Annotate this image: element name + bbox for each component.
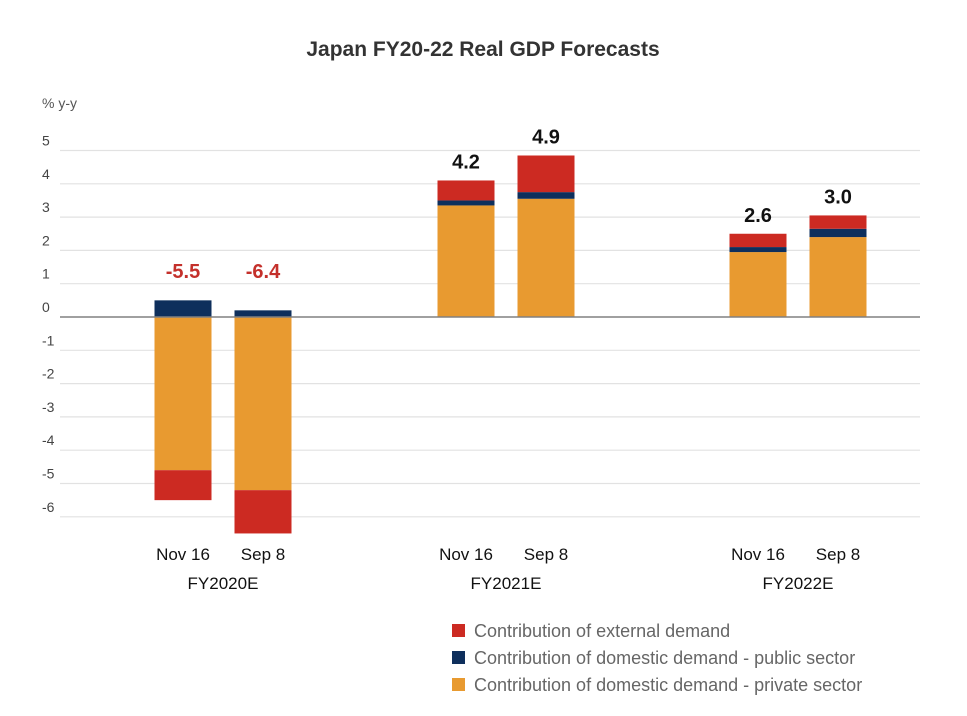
x-group-label: FY2020E bbox=[188, 574, 259, 593]
bar-segment-external bbox=[234, 490, 292, 534]
bar-total-label: -6.4 bbox=[246, 261, 281, 283]
legend-label-public: Contribution of domestic demand - public… bbox=[474, 648, 855, 668]
x-group-label: FY2021E bbox=[471, 574, 542, 593]
x-bar-label: Sep 8 bbox=[524, 545, 568, 564]
bar-segment-private bbox=[809, 237, 867, 317]
bar-segment-public bbox=[809, 228, 867, 238]
legend-label-private: Contribution of domestic demand - privat… bbox=[474, 675, 862, 695]
bar-segment-external bbox=[437, 180, 495, 201]
x-bar-label: Nov 16 bbox=[156, 545, 210, 564]
x-bar-label: Sep 8 bbox=[816, 545, 860, 564]
chart-title: Japan FY20-22 Real GDP Forecasts bbox=[306, 38, 659, 61]
x-axis-labels: Nov 16 Sep 8 FY2020E Nov 16 Sep 8 FY2021E Nov … bbox=[156, 545, 860, 593]
bar-segment-private bbox=[154, 317, 212, 471]
y-tick-label: -2 bbox=[42, 366, 55, 382]
y-tick-label: -4 bbox=[42, 432, 55, 448]
bar-segment-private bbox=[234, 317, 292, 491]
bar-total-label: 4.2 bbox=[452, 151, 480, 173]
x-bar-label: Nov 16 bbox=[439, 545, 493, 564]
bar-segment-public bbox=[437, 200, 495, 206]
bar-segment-private bbox=[729, 252, 787, 317]
y-tick-label: 0 bbox=[42, 299, 50, 315]
y-tick-label: 4 bbox=[42, 166, 50, 182]
y-tick-label: -1 bbox=[42, 332, 55, 348]
bar-segment-public bbox=[154, 300, 212, 317]
x-group-label: FY2022E bbox=[763, 574, 834, 593]
bar-segment-public bbox=[234, 310, 292, 317]
legend-label-external: Contribution of external demand bbox=[474, 621, 730, 641]
bar-segment-external bbox=[729, 233, 787, 248]
x-bar-label: Sep 8 bbox=[241, 545, 285, 564]
bar-total-label: 3.0 bbox=[824, 186, 852, 208]
y-tick-label: 2 bbox=[42, 232, 50, 248]
bar-segment-external bbox=[154, 470, 212, 501]
bar-total-label: -5.5 bbox=[166, 261, 200, 283]
bars bbox=[154, 155, 867, 534]
bar-segment-public bbox=[729, 247, 787, 253]
bar-total-label: 2.6 bbox=[744, 205, 772, 227]
y-tick-label: 5 bbox=[42, 133, 50, 149]
bar-segment-external bbox=[517, 155, 575, 193]
data-labels: -5.5 -6.4 4.2 4.9 2.6 3.0 bbox=[166, 126, 852, 283]
y-axis-ticks: 5 4 3 2 1 0 -1 -2 -3 -4 -5 -6 bbox=[42, 133, 55, 515]
legend: Contribution of external demand Contribut… bbox=[452, 621, 862, 695]
y-tick-label: -5 bbox=[42, 466, 55, 482]
legend-swatch-public bbox=[452, 651, 465, 664]
y-tick-label: -3 bbox=[42, 399, 55, 415]
legend-swatch-private bbox=[452, 678, 465, 691]
y-tick-label: -6 bbox=[42, 499, 55, 515]
x-bar-label: Nov 16 bbox=[731, 545, 785, 564]
bar-segment-external bbox=[809, 215, 867, 229]
bar-segment-public bbox=[517, 192, 575, 199]
y-tick-label: 1 bbox=[42, 266, 50, 282]
bar-segment-private bbox=[517, 198, 575, 317]
legend-swatch-external bbox=[452, 624, 465, 637]
bar-segment-private bbox=[437, 205, 495, 317]
bar-total-label: 4.9 bbox=[532, 126, 560, 148]
y-axis-unit-label: % y-y bbox=[42, 95, 77, 111]
y-tick-label: 3 bbox=[42, 199, 50, 215]
